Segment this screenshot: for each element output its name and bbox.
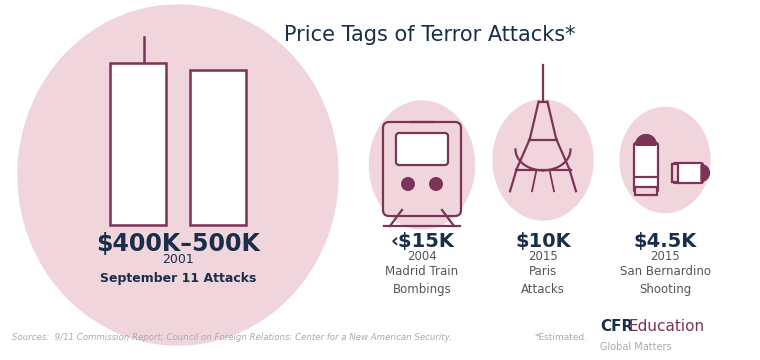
Text: Price Tags of Terror Attacks*: Price Tags of Terror Attacks* <box>284 25 576 45</box>
Circle shape <box>401 177 415 191</box>
Ellipse shape <box>493 100 593 220</box>
Bar <box>635 187 657 195</box>
Text: $10K: $10K <box>515 232 571 251</box>
Bar <box>110 63 166 225</box>
Bar <box>672 164 678 182</box>
Bar <box>190 70 246 225</box>
Text: Madrid Train
Bombings: Madrid Train Bombings <box>385 265 458 296</box>
Text: San Bernardino
Shooting: San Bernardino Shooting <box>619 265 711 296</box>
Polygon shape <box>636 135 656 145</box>
Text: 2015: 2015 <box>528 250 558 263</box>
Text: 2015: 2015 <box>650 250 680 263</box>
Text: 2004: 2004 <box>407 250 437 263</box>
Ellipse shape <box>620 108 710 212</box>
FancyBboxPatch shape <box>383 122 461 216</box>
Polygon shape <box>701 165 709 181</box>
Text: 2001: 2001 <box>162 253 194 266</box>
Text: Global Matters: Global Matters <box>600 342 672 352</box>
Text: September 11 Attacks: September 11 Attacks <box>100 272 256 285</box>
Text: Sources:  9/11 Commission Report; Council on Foreign Relations; Center for a New: Sources: 9/11 Commission Report; Council… <box>12 333 452 342</box>
FancyBboxPatch shape <box>673 163 703 183</box>
Text: *Estimated.: *Estimated. <box>535 333 588 342</box>
FancyBboxPatch shape <box>396 133 448 165</box>
Ellipse shape <box>369 101 474 229</box>
Text: ‹$15K: ‹$15K <box>390 232 454 251</box>
Text: Education: Education <box>629 319 705 334</box>
Text: CFR: CFR <box>600 319 633 334</box>
Circle shape <box>429 177 443 191</box>
Text: $4.5K: $4.5K <box>633 232 697 251</box>
Text: $400K–500K: $400K–500K <box>96 232 260 256</box>
Ellipse shape <box>18 5 338 345</box>
FancyBboxPatch shape <box>634 143 658 192</box>
Text: Paris
Attacks: Paris Attacks <box>521 265 565 296</box>
